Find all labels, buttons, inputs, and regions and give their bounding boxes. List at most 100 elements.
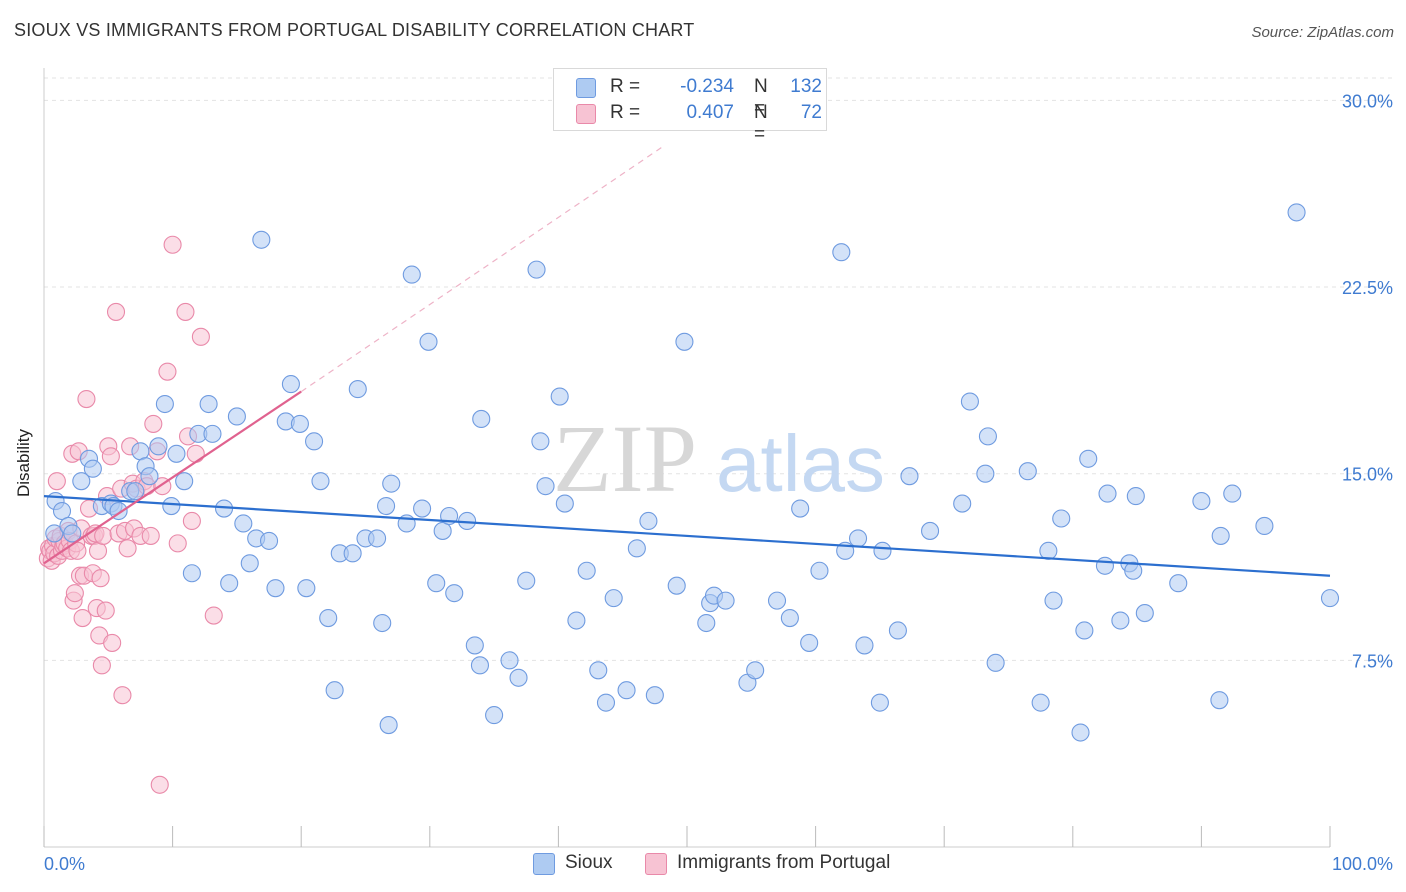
point-sioux: [343, 544, 362, 563]
point-portugal: [150, 775, 169, 794]
point-sioux: [577, 561, 596, 580]
point-sioux: [199, 394, 218, 414]
point-sioux: [382, 474, 401, 493]
point-sioux: [667, 576, 686, 595]
tick-labels: 7.5% 15.0% 22.5% 30.0% 0.0% 100.0%: [44, 91, 1393, 874]
correlation-legend: R = -0.234 N = 132 R = 0.407 N = 72: [553, 68, 827, 145]
point-sioux: [1052, 509, 1071, 528]
legend-label-portugal: Immigrants from Portugal: [677, 852, 891, 873]
point-sioux: [1075, 621, 1094, 640]
point-sioux: [319, 608, 338, 628]
point-sioux: [175, 472, 194, 491]
point-sioux: [126, 482, 145, 501]
point-portugal: [141, 526, 160, 545]
point-sioux: [976, 464, 995, 483]
point-sioux: [604, 589, 623, 608]
point-portugal: [96, 601, 115, 620]
r-value-portugal: 0.407: [686, 102, 734, 123]
trend-line-portugal: [43, 390, 302, 565]
point-portugal: [113, 686, 132, 705]
point-sioux: [1211, 526, 1230, 545]
point-portugal: [158, 362, 177, 381]
point-sioux: [500, 651, 519, 670]
point-sioux: [1255, 516, 1274, 536]
point-portugal: [168, 534, 187, 553]
point-sioux: [555, 494, 574, 513]
n-label: N =: [754, 76, 768, 119]
point-sioux: [536, 477, 555, 496]
y-tick-label: 30.0%: [1342, 91, 1393, 111]
point-sioux: [675, 332, 694, 351]
point-sioux: [639, 511, 658, 531]
point-sioux: [1320, 589, 1340, 608]
legend-swatch-portugal: [645, 853, 667, 875]
point-sioux: [617, 681, 636, 700]
point-sioux: [72, 472, 91, 491]
point-sioux: [517, 571, 536, 590]
point-sioux: [1124, 561, 1143, 580]
point-sioux: [325, 681, 344, 700]
point-sioux: [1044, 591, 1063, 610]
point-sioux: [531, 432, 550, 451]
point-sioux: [240, 554, 259, 573]
point-sioux: [63, 524, 82, 543]
point-sioux: [1031, 693, 1050, 712]
point-sioux: [348, 380, 367, 399]
point-sioux: [311, 472, 330, 491]
point-sioux: [290, 414, 309, 433]
point-portugal: [65, 584, 84, 603]
point-sioux: [986, 653, 1005, 672]
point-sioux: [83, 459, 102, 478]
point-sioux: [870, 693, 889, 712]
point-sioux: [373, 613, 392, 633]
point-sioux: [1287, 203, 1306, 222]
axes: [43, 68, 1331, 848]
point-sioux: [1169, 574, 1188, 593]
n-value-portugal: 72: [800, 102, 822, 123]
point-sioux: [567, 611, 586, 630]
point-sioux: [855, 636, 874, 655]
point-portugal: [176, 302, 195, 321]
point-sioux: [162, 497, 181, 516]
point-sioux: [888, 621, 907, 640]
point-sioux: [281, 375, 300, 394]
point-sioux: [716, 591, 735, 610]
point-sioux: [1126, 487, 1145, 506]
point-sioux: [379, 716, 398, 735]
point-sioux: [1071, 723, 1090, 742]
n-value-sioux: 132: [790, 76, 822, 97]
legend-label-sioux: Sioux: [565, 852, 613, 873]
r-label: R =: [610, 102, 641, 123]
point-sioux: [900, 467, 919, 486]
point-sioux: [746, 661, 765, 680]
point-sioux: [465, 636, 484, 655]
point-portugal: [77, 389, 96, 409]
point-sioux: [220, 574, 239, 593]
point-sioux: [266, 579, 285, 598]
point-sioux: [1192, 492, 1211, 511]
point-sioux: [509, 668, 528, 687]
point-sioux: [368, 529, 387, 548]
point-sioux: [252, 230, 271, 249]
point-portugal: [68, 541, 87, 560]
trend-line-sioux: [43, 494, 1331, 577]
point-sioux: [596, 693, 616, 712]
point-sioux: [1210, 691, 1229, 710]
point-sioux: [377, 497, 396, 516]
point-sioux: [167, 444, 186, 463]
point-sioux: [140, 467, 159, 486]
point-sioux: [527, 260, 546, 279]
point-sioux: [627, 539, 646, 558]
point-sioux: [433, 521, 452, 540]
point-sioux: [1039, 541, 1058, 560]
y-tick-label: 22.5%: [1342, 278, 1393, 298]
point-sioux: [960, 392, 979, 411]
r-value-sioux: -0.234: [680, 76, 734, 97]
watermark-atlas: atlas: [716, 419, 885, 508]
point-portugal: [182, 511, 201, 531]
point-sioux: [305, 432, 324, 451]
point-sioux: [873, 541, 892, 560]
point-sioux: [227, 407, 246, 426]
point-portugal: [73, 608, 92, 628]
